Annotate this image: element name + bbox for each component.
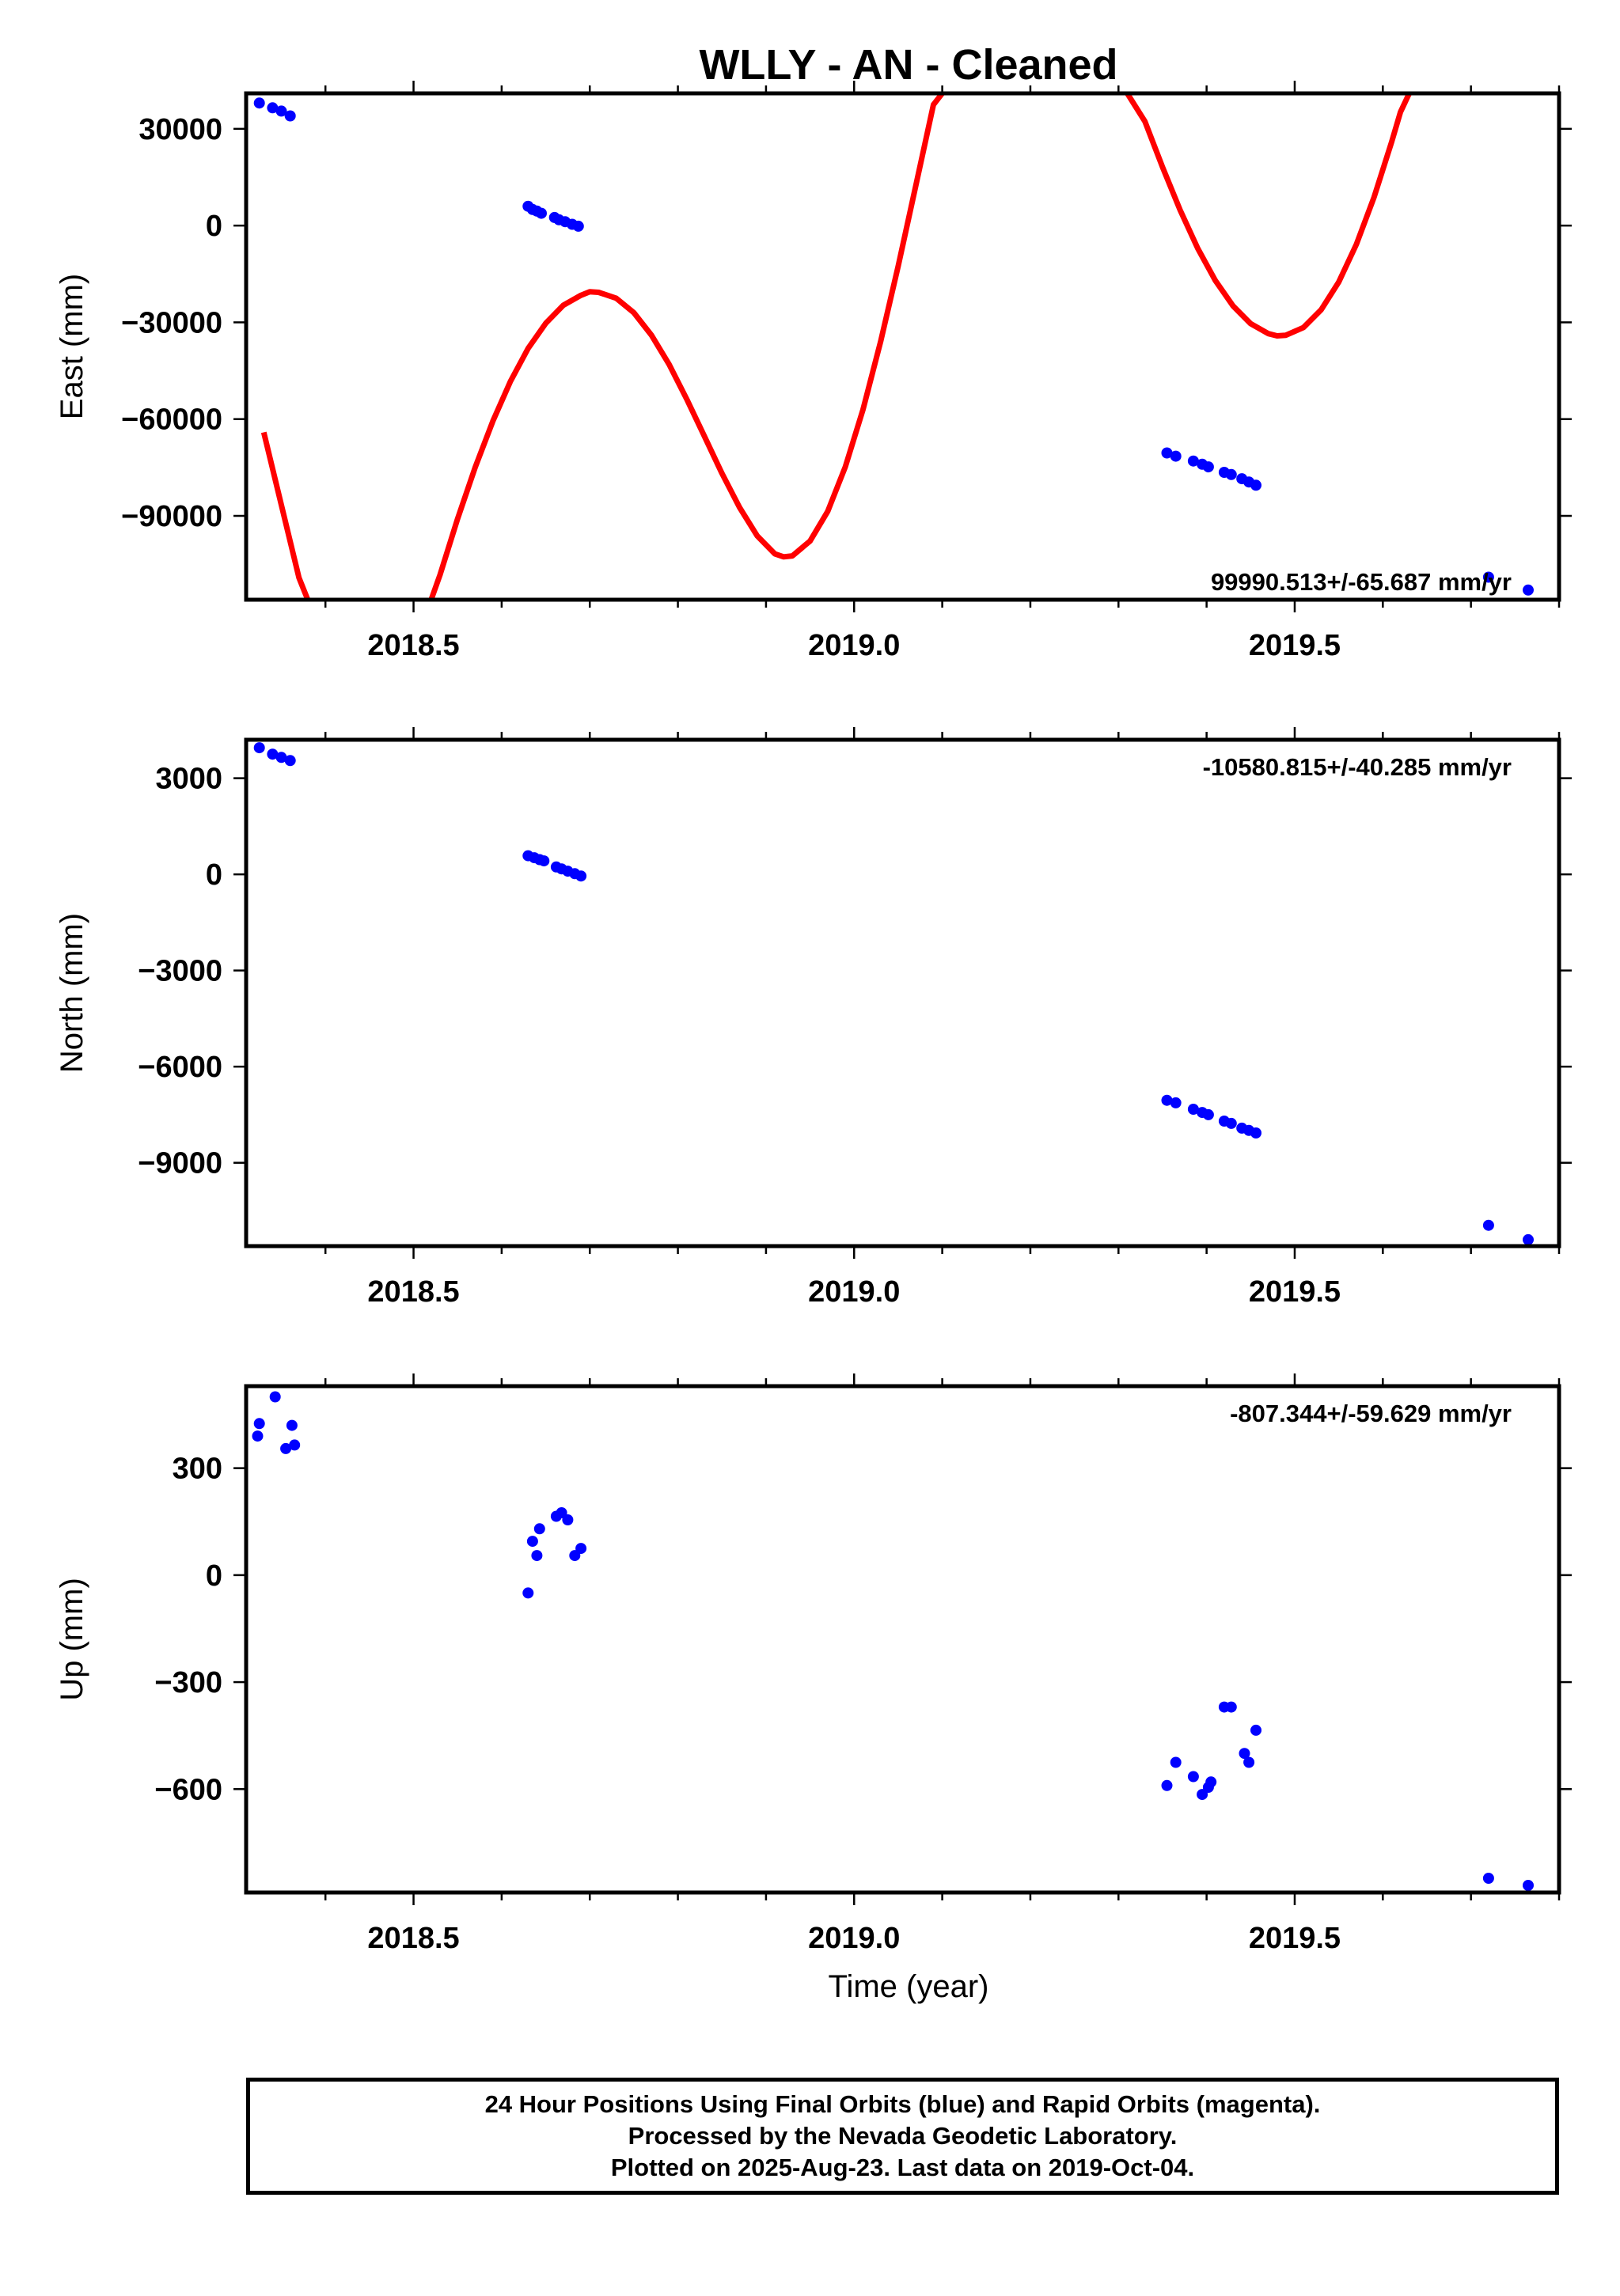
data-point	[286, 1419, 298, 1431]
data-point	[280, 1442, 292, 1454]
data-point	[536, 207, 547, 219]
data-point	[522, 1587, 534, 1599]
plot-frame	[244, 1384, 1561, 1895]
data-point	[275, 752, 287, 763]
data-point	[1187, 1104, 1199, 1115]
x-tick-label: 2019.5	[1249, 1275, 1341, 1309]
data-point	[562, 1514, 574, 1525]
data-point	[538, 855, 550, 867]
data-point	[284, 755, 296, 767]
x-tick-label: 2019.0	[808, 1275, 900, 1309]
data-point	[284, 110, 296, 122]
footer-line-2: Processed by the Nevada Geodetic Laborat…	[628, 2122, 1178, 2150]
data-point	[1161, 1779, 1173, 1791]
x-axis-label: Time (year)	[829, 1969, 989, 2004]
data-point	[1202, 1108, 1214, 1120]
data-point	[1202, 461, 1214, 473]
data-point	[269, 1391, 281, 1403]
data-point	[526, 1536, 538, 1548]
data-point	[289, 1439, 301, 1451]
data-point	[1482, 1873, 1494, 1884]
data-point	[572, 220, 584, 232]
y-tick-label: 3000	[155, 763, 222, 796]
data-point	[1225, 468, 1237, 480]
y-tick-label: −300	[154, 1666, 222, 1699]
data-point	[253, 97, 265, 109]
y-tick-label: −60000	[121, 404, 222, 437]
y-tick-label: 0	[206, 1559, 222, 1593]
rate-annotation: 99990.513+/-65.687 mm/yr	[1211, 568, 1512, 596]
data-point	[1187, 1771, 1199, 1783]
data-point	[1250, 1724, 1261, 1736]
data-point	[1225, 1117, 1237, 1129]
x-tick-label: 2019.5	[1249, 629, 1341, 662]
data-point	[1187, 455, 1199, 467]
data-point	[1197, 1789, 1208, 1801]
data-point	[1523, 1880, 1534, 1891]
data-point	[1250, 479, 1261, 491]
figure-title: WLLY - AN - Cleaned	[699, 41, 1117, 89]
data-point	[252, 1430, 264, 1442]
y-tick-label: 300	[173, 1453, 222, 1486]
data-point	[1205, 1776, 1217, 1788]
data-point	[1161, 447, 1173, 459]
footer-line-1: 24 Hour Positions Using Final Orbits (bl…	[484, 2090, 1321, 2118]
y-tick-label: −600	[154, 1773, 222, 1806]
y-axis-label: East (mm)	[55, 274, 89, 419]
data-point	[267, 748, 279, 760]
data-point	[575, 870, 587, 882]
data-point	[1161, 1094, 1173, 1106]
y-tick-label: −3000	[138, 955, 222, 988]
data-point	[1170, 1756, 1182, 1768]
y-axis-label: North (mm)	[55, 913, 89, 1073]
data-point	[1523, 1233, 1534, 1245]
panel-2: 3000 0 −3000 −6000 −9000 2018.5 2019.0 2019.5 No…	[55, 727, 1572, 1309]
y-tick-label: 0	[206, 210, 222, 243]
rate-annotation: -10580.815+/-40.285 mm/yr	[1203, 753, 1512, 781]
x-tick-label: 2019.0	[808, 1922, 900, 1955]
data-point	[1482, 1219, 1494, 1231]
y-tick-label: −30000	[121, 306, 222, 339]
data-point	[1239, 1748, 1250, 1760]
footer-box: 24 Hour Positions Using Final Orbits (bl…	[246, 2078, 1559, 2195]
data-point	[1250, 1127, 1261, 1139]
data-point	[253, 742, 265, 754]
data-point	[1482, 571, 1494, 583]
data-point	[1243, 1756, 1255, 1768]
y-tick-label: −6000	[138, 1051, 222, 1084]
data-point	[575, 1543, 587, 1555]
fit-line-segment	[1125, 93, 1412, 339]
x-tick-label: 2019.0	[808, 629, 900, 662]
y-tick-label: −90000	[121, 500, 222, 533]
data-point	[1170, 1097, 1182, 1108]
plot-frame	[244, 91, 1561, 602]
data-point	[267, 102, 279, 114]
x-tick-label: 2019.5	[1249, 1922, 1341, 1955]
data-point	[1523, 584, 1534, 596]
plot-frame	[244, 737, 1561, 1248]
panel-3: 300 0 −300 −600 2018.5 2019.0 2019.5 Up (mm) -80…	[55, 1373, 1572, 1955]
y-axis-label: Up (mm)	[55, 1578, 89, 1701]
y-tick-label: −9000	[138, 1147, 222, 1180]
y-tick-label: 0	[206, 858, 222, 892]
panel-1: 30000 0 −30000 −60000 −90000 2018.5 2019.0 2019…	[55, 81, 1572, 662]
rate-annotation: -807.344+/-59.629 mm/yr	[1230, 1400, 1512, 1427]
x-tick-label: 2018.5	[367, 629, 459, 662]
x-tick-label: 2018.5	[367, 1275, 459, 1309]
x-tick-label: 2018.5	[367, 1922, 459, 1955]
data-point	[253, 1418, 265, 1430]
fit-line-segment	[428, 93, 945, 600]
data-point	[1170, 450, 1182, 462]
footer-line-3: Plotted on 2025-Aug-23. Last data on 201…	[610, 2154, 1195, 2181]
data-point	[1225, 1701, 1237, 1713]
data-point	[275, 105, 287, 117]
y-tick-label: 30000	[138, 113, 222, 146]
fit-line-segment	[260, 431, 311, 600]
data-point	[531, 1550, 543, 1562]
data-point	[533, 1523, 545, 1535]
